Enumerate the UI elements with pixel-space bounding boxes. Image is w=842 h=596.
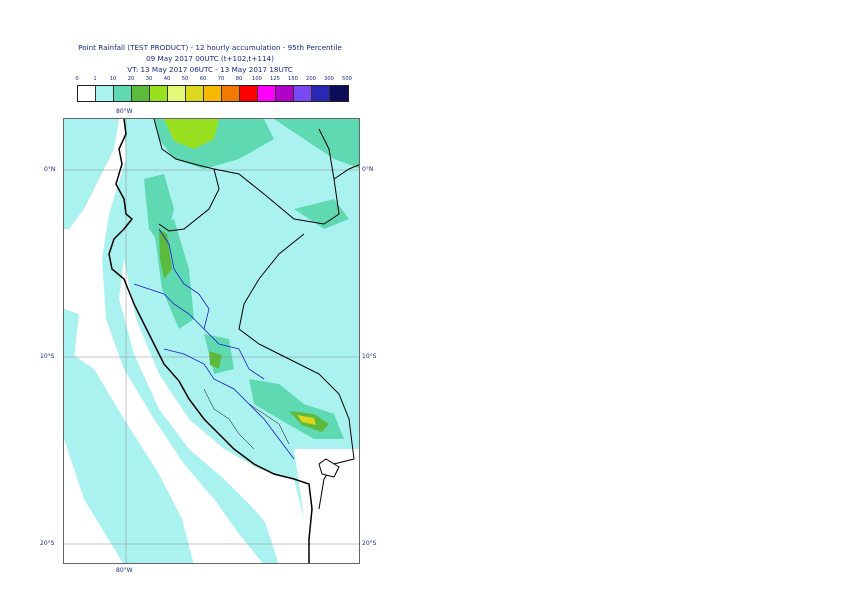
legend-swatch	[240, 86, 258, 101]
colombia-border	[213, 128, 340, 225]
rain-medium-northeast	[274, 119, 359, 169]
rain-peak-southeast	[297, 415, 316, 425]
legend-swatch	[186, 86, 204, 101]
legend-swatch	[78, 86, 96, 101]
legend-swatch	[258, 86, 276, 101]
run-time-label: 09 May 2017 00UTC (t+102,t+114)	[146, 54, 274, 63]
color-legend	[77, 85, 349, 102]
legend-tick-label: 10	[109, 76, 117, 82]
region-boundary-2	[133, 283, 205, 330]
legend-swatch	[132, 86, 150, 101]
chart-title: Point Rainfall (TEST PRODUCT) - 12 hourl…	[78, 43, 342, 52]
legend-tick-label: 500	[342, 76, 352, 82]
legend-tick-label: 0	[75, 76, 79, 82]
legend-tick-label: 30	[145, 76, 153, 82]
region-boundary-1	[158, 228, 265, 380]
lat-label-20s-right: 20°S	[362, 540, 377, 547]
lat-label-0-right: 0°N	[362, 166, 374, 173]
rainfall-map	[63, 118, 360, 564]
lat-label-0-left: 0°N	[44, 166, 56, 173]
rain-medium-amazon	[294, 199, 349, 229]
rain-high-central	[209, 351, 222, 369]
ocean-rain-patch	[64, 309, 79, 369]
ocean-rain-band	[64, 349, 194, 563]
legend-tick-label: 60	[199, 76, 207, 82]
rain-high-andes	[159, 229, 172, 279]
legend-tick-label: 20	[127, 76, 135, 82]
lon-label-top: 80°W	[116, 108, 133, 115]
legend-swatch	[222, 86, 240, 101]
coastline	[108, 119, 313, 563]
lat-label-10s-left: 10°S	[40, 353, 55, 360]
lat-label-20s-left: 20°S	[40, 540, 55, 547]
legend-tick-label: 50	[181, 76, 189, 82]
legend-swatch	[150, 86, 168, 101]
legend-swatch	[204, 86, 222, 101]
legend-tick-label: 125	[270, 76, 280, 82]
legend-tick-label: 1	[93, 76, 97, 82]
ocean-rain-north	[64, 119, 119, 229]
region-boundary-5	[248, 403, 290, 445]
rain-high-north	[164, 119, 219, 149]
legend-swatch	[168, 86, 186, 101]
legend-swatch	[276, 86, 294, 101]
legend-swatch	[312, 86, 330, 101]
legend-tick-label: 100	[252, 76, 262, 82]
legend-swatch	[114, 86, 132, 101]
brazil-bolivia-border	[238, 233, 355, 510]
legend-tick-label: 300	[324, 76, 334, 82]
dry-coastal-strip	[119, 259, 304, 539]
lat-label-10s-right: 10°S	[362, 353, 377, 360]
legend-tick-label: 40	[163, 76, 171, 82]
region-boundary-4	[203, 388, 255, 450]
ecuador-border	[153, 119, 220, 232]
legend-tick-label: 80	[235, 76, 243, 82]
legend-tick-label: 150	[288, 76, 298, 82]
legend-tick-label: 200	[306, 76, 316, 82]
lake-titicaca	[318, 458, 340, 478]
region-boundary-3	[163, 348, 295, 460]
lon-label-bottom: 80°W	[116, 567, 133, 574]
legend-tick-labels: 0 1 10 20 30 40 50 60 70 80 100 125 150 200 300 500	[75, 76, 352, 86]
legend-swatch	[330, 86, 348, 101]
legend-swatch	[96, 86, 114, 101]
validity-time-label: VT: 13 May 2017 06UTC - 13 May 2017 18UT…	[127, 65, 293, 74]
venezuela-border	[333, 164, 359, 180]
map-canvas	[64, 119, 359, 563]
legend-swatch	[294, 86, 312, 101]
legend-tick-label: 70	[217, 76, 225, 82]
